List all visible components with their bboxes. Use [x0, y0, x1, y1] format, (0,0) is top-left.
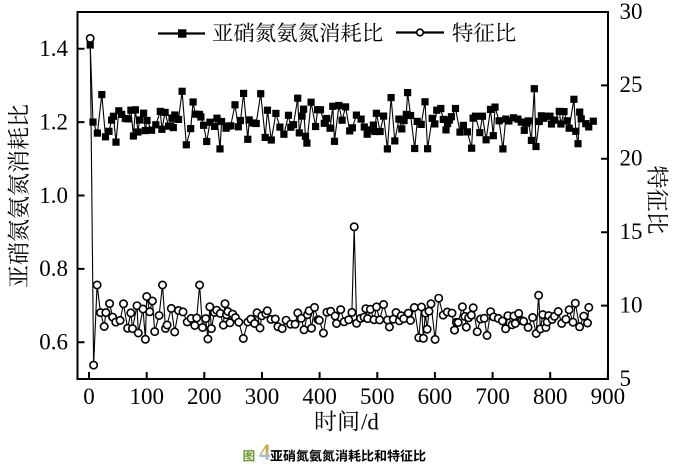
svg-text:15: 15 — [620, 219, 643, 244]
svg-text:1.0: 1.0 — [39, 183, 68, 208]
svg-text:300: 300 — [245, 384, 280, 409]
svg-text:20: 20 — [620, 146, 643, 171]
svg-text:200: 200 — [187, 384, 222, 409]
svg-text:/d: /d — [361, 410, 379, 435]
svg-text:600: 600 — [418, 384, 453, 409]
svg-text:4: 4 — [259, 440, 271, 465]
svg-text:1.4: 1.4 — [39, 36, 68, 61]
svg-text:1.2: 1.2 — [39, 109, 68, 134]
svg-text:30: 30 — [620, 0, 643, 24]
svg-text:0.6: 0.6 — [39, 330, 68, 355]
svg-text:400: 400 — [302, 384, 337, 409]
svg-text:0: 0 — [83, 384, 95, 409]
svg-text:5: 5 — [620, 366, 632, 391]
svg-text:500: 500 — [360, 384, 395, 409]
svg-text:100: 100 — [129, 384, 164, 409]
svg-text:800: 800 — [533, 384, 568, 409]
svg-text:900: 900 — [591, 384, 626, 409]
svg-text:25: 25 — [620, 72, 643, 97]
svg-text:10: 10 — [620, 292, 643, 317]
svg-text:0.8: 0.8 — [39, 256, 68, 281]
svg-text:700: 700 — [475, 384, 510, 409]
